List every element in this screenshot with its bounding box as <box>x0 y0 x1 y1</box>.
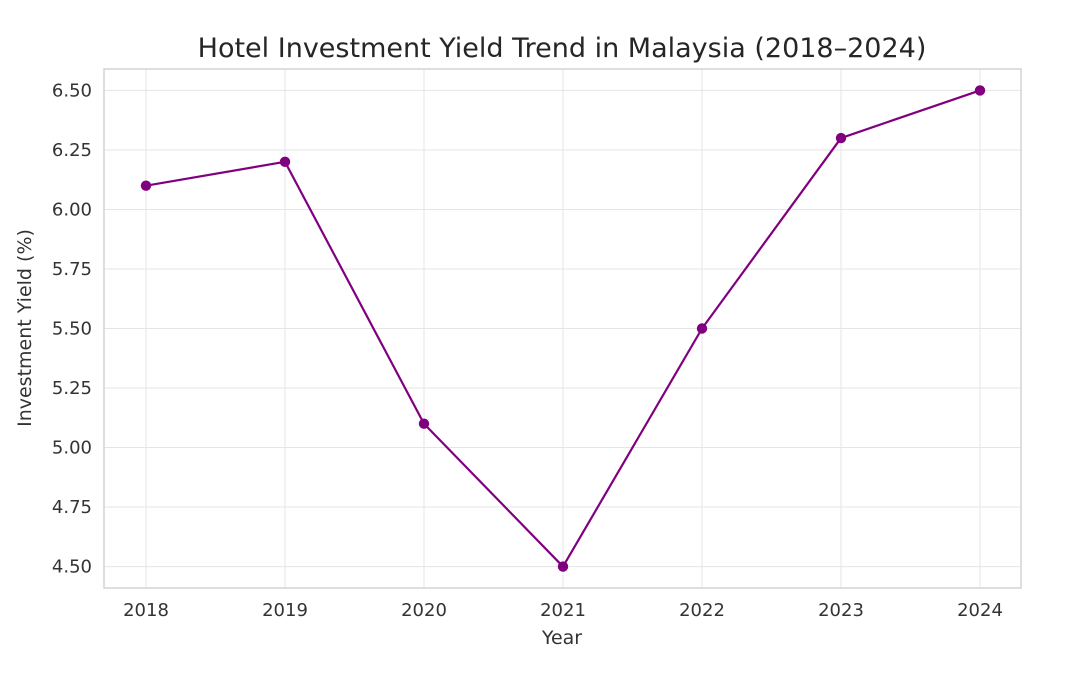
x-tick-label: 2018 <box>123 600 169 621</box>
y-tick-label: 4.75 <box>52 497 92 518</box>
grid <box>104 69 1021 588</box>
series-layer <box>140 85 986 572</box>
chart-title: Hotel Investment Yield Trend in Malaysia… <box>198 33 927 64</box>
data-point <box>557 561 569 572</box>
y-tick-label: 6.25 <box>52 140 92 161</box>
x-axis-ticks: 2018 2019 2020 2021 2022 2023 2024 <box>123 600 1003 621</box>
data-point <box>696 323 708 334</box>
x-tick-label: 2020 <box>401 600 447 621</box>
y-tick-label: 5.75 <box>52 259 92 280</box>
data-point <box>418 418 430 429</box>
x-axis-label: Year <box>541 627 582 649</box>
x-tick-label: 2019 <box>262 600 308 621</box>
y-axis-ticks: 4.50 4.75 5.00 5.25 5.50 5.75 6.00 6.25 6.50 <box>52 80 92 577</box>
y-axis-label: Investment Yield (%) <box>14 229 36 427</box>
y-tick-label: 5.25 <box>52 378 92 399</box>
y-tick-label: 5.50 <box>52 319 92 340</box>
y-tick-label: 5.00 <box>52 438 92 459</box>
x-tick-label: 2023 <box>818 600 864 621</box>
y-tick-label: 6.00 <box>52 199 92 220</box>
data-point <box>974 85 986 96</box>
x-tick-label: 2021 <box>540 600 586 621</box>
x-tick-label: 2024 <box>957 600 1003 621</box>
plot-frame <box>103 68 1022 589</box>
data-point <box>279 156 291 168</box>
y-tick-label: 4.50 <box>52 557 92 578</box>
y-tick-label: 6.50 <box>52 80 92 101</box>
x-tick-label: 2022 <box>679 600 725 621</box>
data-point <box>835 132 847 144</box>
data-point <box>140 180 152 191</box>
